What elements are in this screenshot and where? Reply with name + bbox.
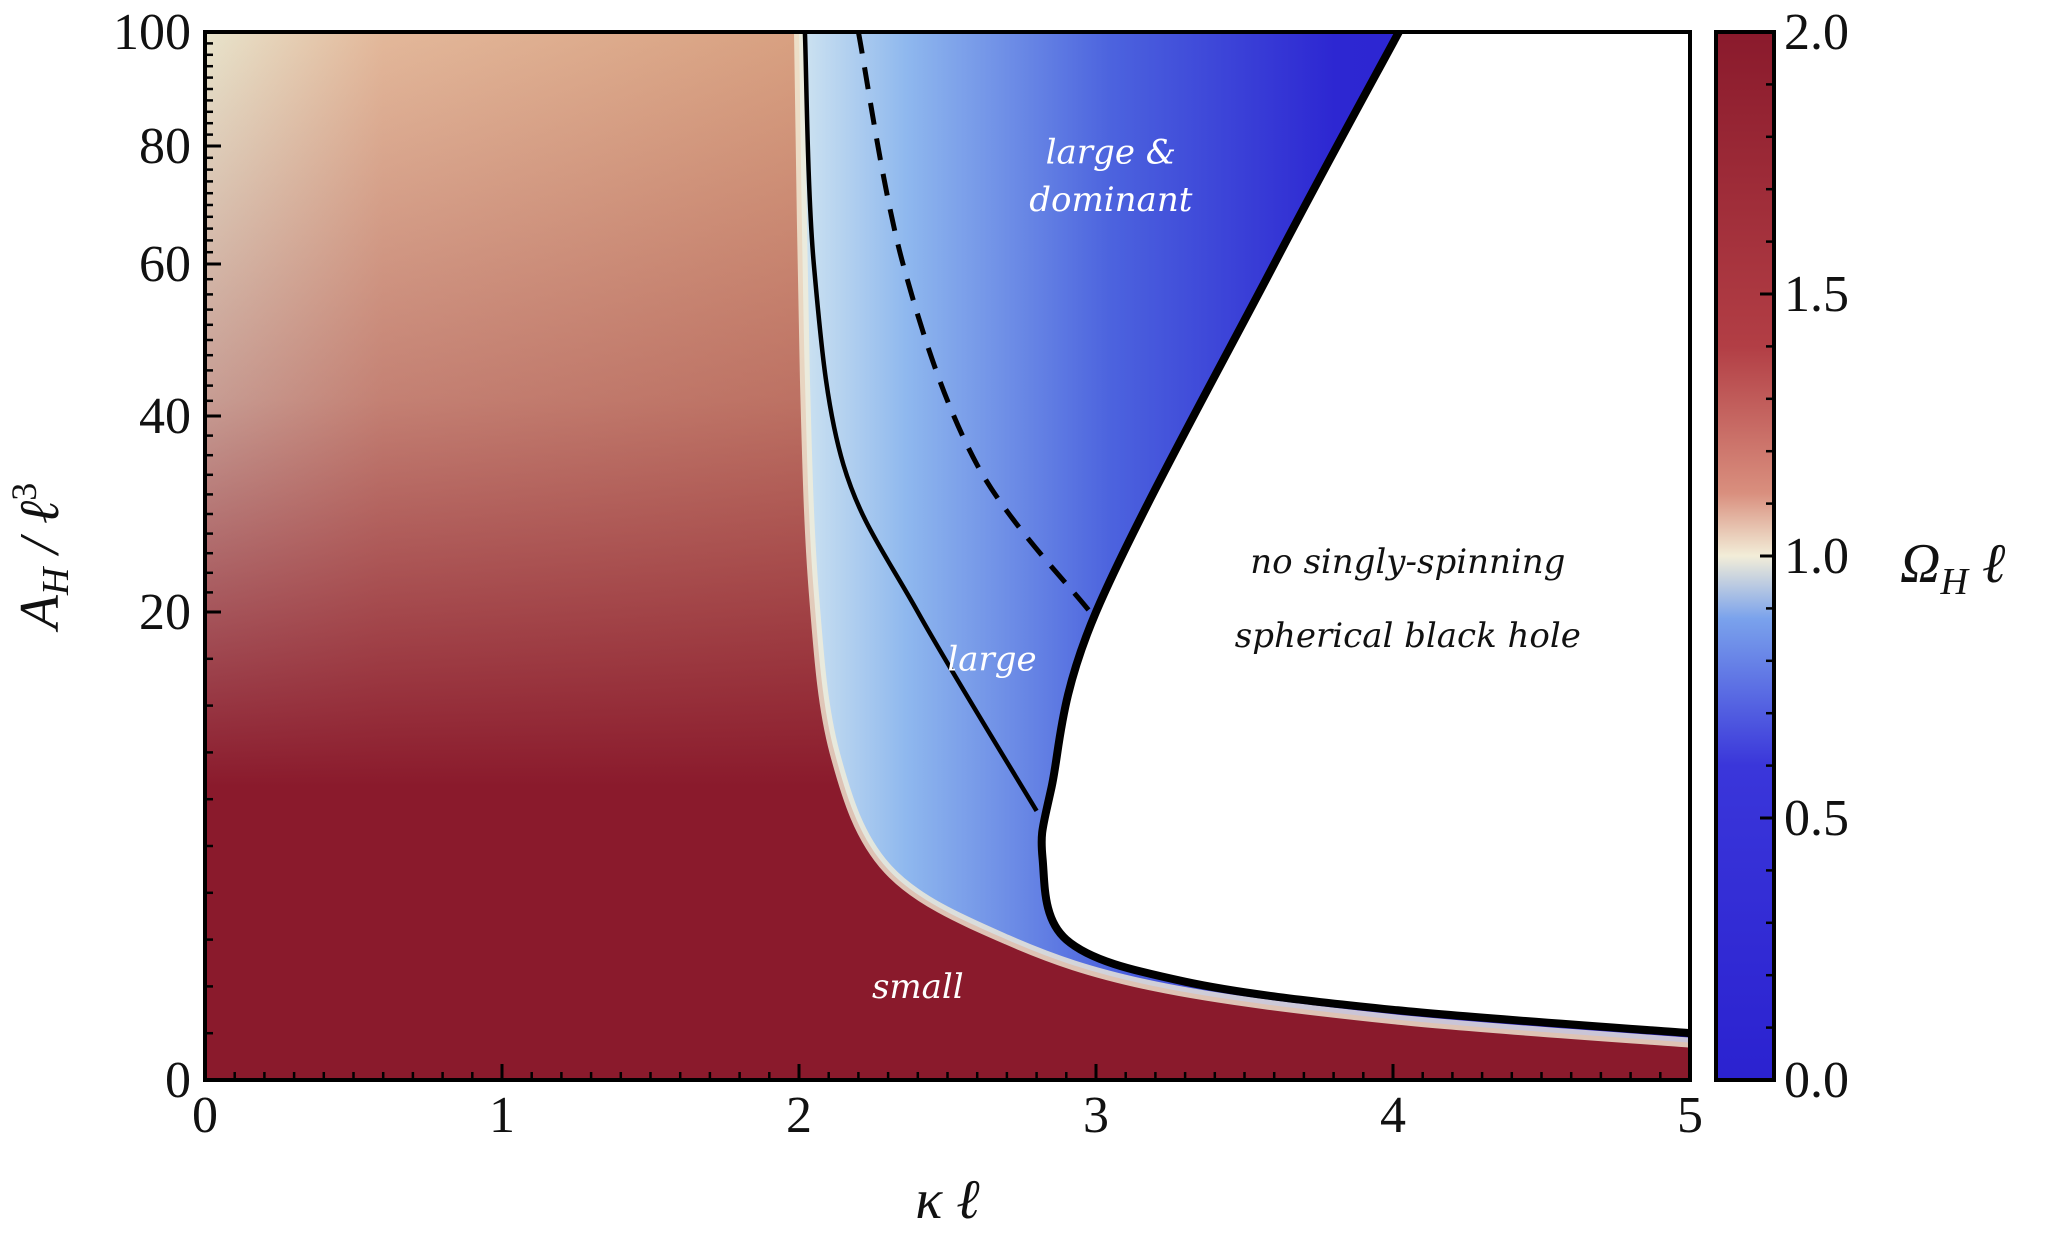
x-tick-label-2: 2 <box>786 1087 812 1144</box>
colorbar-ticks: 0.0 0.5 1.0 1.5 2.0 <box>1760 4 1849 1109</box>
colorbar <box>1714 30 1776 1082</box>
y-axis: 0 20 40 60 80 100 <box>113 4 221 1109</box>
colorbar-tick-label-3: 1.5 <box>1784 266 1849 323</box>
x-axis: 0 1 2 3 4 5 <box>192 1064 1703 1144</box>
colorbar-tick-label-1: 0.5 <box>1784 790 1849 847</box>
colorbar-tick-label-4: 2.0 <box>1784 4 1849 61</box>
y-tick-label-3: 60 <box>139 236 191 293</box>
region-label-1: dominant <box>1029 180 1192 220</box>
boundary-curve-large <box>802 32 1039 813</box>
no-black-hole-region <box>1041 32 1690 1034</box>
y-tick-label-1: 20 <box>139 584 191 641</box>
boundary-curve-dominant <box>855 32 1093 614</box>
region-label-3: small <box>872 967 964 1007</box>
y-tick-label-5: 100 <box>113 4 191 61</box>
x-axis-title: κ ℓ <box>915 1169 980 1231</box>
transition-band <box>794 32 1690 1048</box>
x-tick-label-0: 0 <box>192 1087 218 1144</box>
y-axis-title: AH / ℓ3 <box>4 483 77 634</box>
plot-area <box>205 32 1690 1080</box>
boundary-curve-existence <box>1037 32 1690 1038</box>
region-label-5: spherical black hole <box>1235 616 1581 656</box>
x-tick-label-4: 4 <box>1380 1087 1406 1144</box>
region-label-4: no singly-spinning <box>1250 542 1565 582</box>
y-tick-label-4: 80 <box>139 118 191 175</box>
x-tick-label-3: 3 <box>1083 1087 1109 1144</box>
y-tick-label-0: 0 <box>165 1052 191 1109</box>
colorbar-tick-label-2: 1.0 <box>1784 528 1849 585</box>
region-annotations: large & dominant large small no singly-spinn… <box>872 133 1581 1007</box>
region-label-2: large <box>947 640 1036 680</box>
x-tick-label-5: 5 <box>1677 1087 1703 1144</box>
y-tick-label-2: 40 <box>139 388 191 445</box>
region-label-0: large & <box>1046 133 1176 173</box>
colorbar-tick-label-0: 0.0 <box>1784 1052 1849 1109</box>
x-tick-label-1: 1 <box>489 1087 515 1144</box>
colorbar-title: ΩH ℓ <box>1900 533 2006 603</box>
